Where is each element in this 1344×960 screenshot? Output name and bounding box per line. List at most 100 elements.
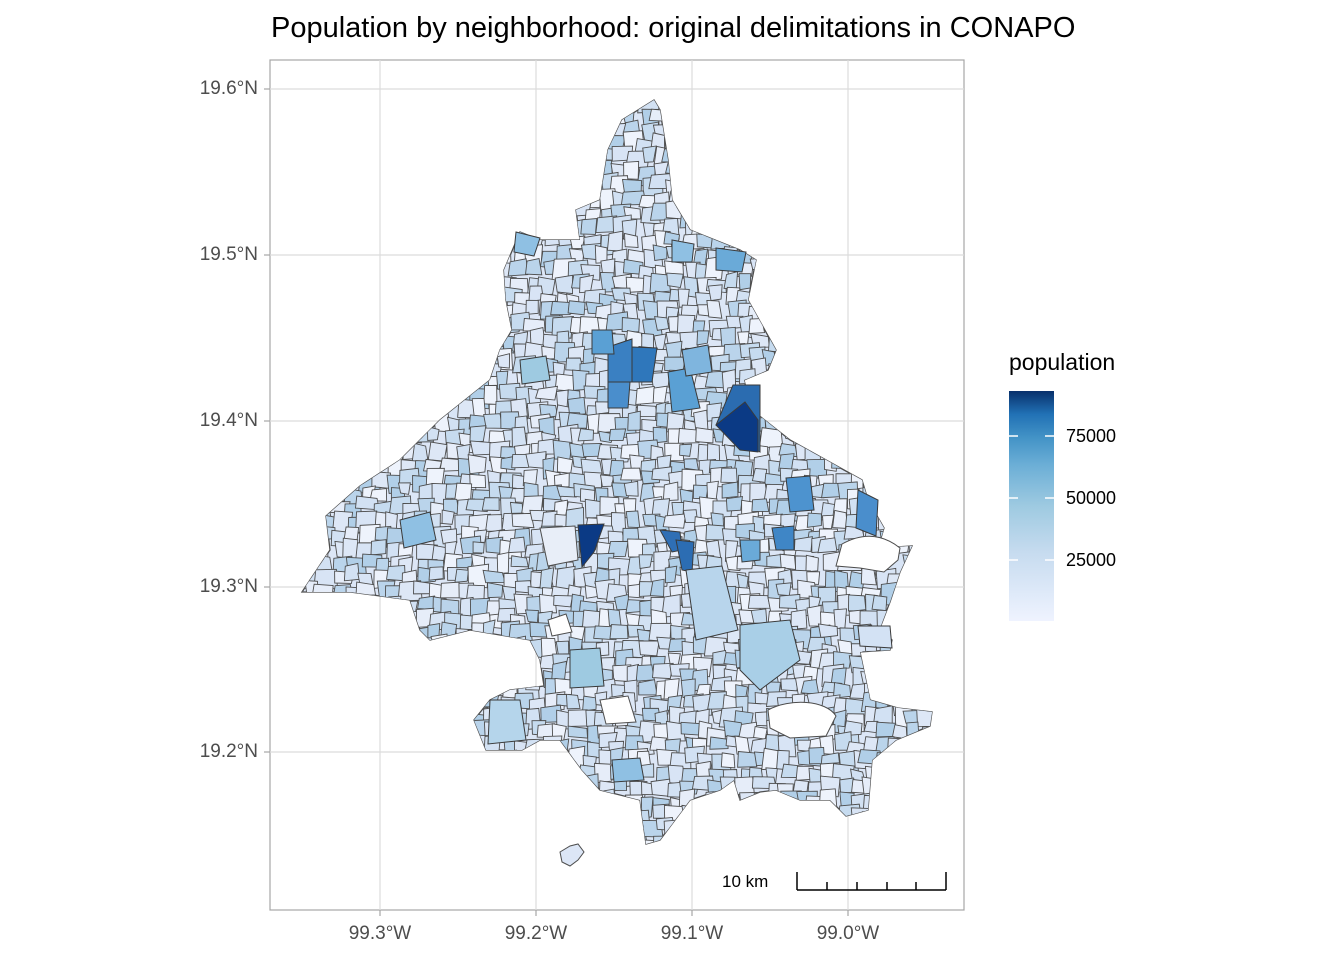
neighborhood-polygon[interactable]: [454, 568, 469, 583]
neighborhood-polygon[interactable]: [556, 456, 574, 474]
neighborhood-polygon[interactable]: [496, 353, 511, 369]
neighborhood-polygon[interactable]: [822, 514, 835, 530]
neighborhood-polygon[interactable]: [522, 317, 546, 332]
neighborhood-polygon[interactable]: [848, 594, 867, 612]
neighborhood-polygon[interactable]: [613, 594, 629, 611]
neighborhood-polygon[interactable]: [833, 651, 853, 669]
neighborhood-polygon[interactable]: [627, 410, 641, 431]
neighborhood-polygon[interactable]: [635, 664, 655, 682]
neighborhood-polygon[interactable]: [676, 314, 696, 335]
neighborhood-polygon[interactable]: [706, 299, 723, 319]
neighborhood-polygon[interactable]: [738, 273, 752, 291]
neighborhood-polygon[interactable]: [482, 569, 506, 584]
neighborhood-polygon[interactable]: [469, 425, 487, 444]
neighborhood-polygon[interactable]: [806, 604, 822, 627]
neighborhood-polygon[interactable]: [871, 594, 888, 612]
neighborhood-polygon[interactable]: [775, 582, 792, 597]
neighborhood-polygon[interactable]: [817, 623, 839, 639]
neighborhood-polygon[interactable]: [397, 482, 411, 495]
neighborhood-polygon[interactable]: [511, 512, 535, 529]
neighborhood-polygon[interactable]: [805, 554, 819, 573]
neighborhood-polygon[interactable]: [707, 284, 723, 302]
neighborhood-polygon[interactable]: [680, 721, 702, 736]
neighborhood-polygon[interactable]: [677, 427, 701, 444]
neighborhood-polygon[interactable]: [800, 679, 820, 695]
neighborhood-polygon[interactable]: [806, 512, 822, 528]
neighborhood-polygon[interactable]: [696, 330, 710, 346]
neighborhood-polygon[interactable]: [507, 258, 529, 277]
neighborhood-polygon[interactable]: [525, 258, 543, 276]
neighborhood-polygon[interactable]: [441, 509, 455, 525]
neighborhood-polygon[interactable]: [483, 384, 498, 406]
neighborhood-polygon[interactable]: [642, 145, 657, 163]
neighborhood-polygon[interactable]: [833, 608, 848, 630]
neighborhood-polygon[interactable]: [440, 581, 461, 599]
neighborhood-polygon[interactable]: [638, 554, 653, 569]
neighborhood-polygon[interactable]: [709, 736, 729, 750]
neighborhood-polygon[interactable]: [623, 232, 639, 248]
neighborhood-polygon[interactable]: [653, 333, 667, 352]
neighborhood-polygon[interactable]: [666, 272, 684, 289]
neighborhood-polygon[interactable]: [747, 594, 771, 609]
neighborhood-polygon[interactable]: [664, 565, 678, 584]
neighborhood-polygon[interactable]: [556, 485, 577, 498]
neighborhood-polygon[interactable]: [553, 472, 571, 488]
neighborhood-polygon[interactable]: [638, 640, 660, 657]
neighborhood-polygon[interactable]: [638, 679, 658, 696]
neighborhood-polygon[interactable]: [539, 593, 558, 614]
neighborhood-polygon[interactable]: [467, 454, 487, 475]
neighborhood-polygon[interactable]: [623, 480, 639, 497]
neighborhood-polygon[interactable]: [620, 467, 642, 481]
neighborhood-polygon[interactable]: [426, 426, 440, 441]
neighborhood-polygon[interactable]: [583, 471, 603, 489]
neighborhood-polygon[interactable]: [525, 299, 539, 315]
neighborhood-polygon[interactable]: [428, 566, 444, 581]
neighborhood-polygon[interactable]: [832, 509, 848, 529]
neighborhood-polygon[interactable]: [485, 514, 503, 532]
neighborhood-polygon[interactable]: [609, 624, 629, 640]
neighborhood-polygon[interactable]: [567, 725, 589, 739]
neighborhood-polygon[interactable]: [720, 752, 736, 769]
neighborhood-polygon[interactable]: [606, 230, 624, 252]
neighborhood-polygon[interactable]: [625, 510, 641, 529]
neighborhood-polygon[interactable]: [553, 594, 574, 608]
neighborhood-polygon[interactable]: [662, 513, 687, 529]
neighborhood-polygon[interactable]: [580, 218, 598, 235]
neighborhood-polygon[interactable]: [652, 244, 668, 262]
neighborhood-polygon[interactable]: [621, 317, 641, 333]
neighborhood-polygon[interactable]: [654, 316, 670, 331]
neighborhood-polygon[interactable]: [567, 300, 586, 316]
neighborhood-polygon[interactable]: [753, 726, 768, 740]
neighborhood-polygon[interactable]: [483, 413, 504, 429]
neighborhood-polygon[interactable]: [431, 544, 447, 562]
neighborhood-polygon[interactable]: [720, 467, 738, 484]
neighborhood-polygon[interactable]: [554, 274, 574, 295]
neighborhood-polygon[interactable]: [780, 678, 800, 692]
neighborhood-polygon[interactable]: [535, 385, 559, 401]
neighborhood-polygon[interactable]: [652, 662, 674, 680]
neighborhood-polygon[interactable]: [552, 439, 573, 460]
neighborhood-polygon[interactable]: [817, 537, 838, 554]
neighborhood-polygon[interactable]: [806, 571, 821, 585]
neighborhood-polygon[interactable]: [608, 428, 627, 442]
neighborhood-polygon[interactable]: [550, 300, 573, 316]
neighborhood-polygon[interactable]: [695, 427, 714, 444]
neighborhood-polygon[interactable]: [599, 474, 615, 488]
neighborhood-polygon[interactable]: [469, 440, 493, 456]
neighborhood-polygon[interactable]: [469, 473, 487, 489]
neighborhood-polygon[interactable]: [721, 481, 739, 499]
neighborhood-polygon[interactable]: [793, 536, 813, 552]
high-population-neighborhoods[interactable]: [399, 231, 893, 783]
neighborhood-polygon[interactable]: [582, 695, 598, 712]
neighborhood-polygon[interactable]: [481, 497, 500, 511]
neighborhood-polygon[interactable]: [343, 562, 360, 582]
neighborhood-polygon[interactable]: [751, 467, 768, 483]
neighborhood-polygon[interactable]: [567, 396, 587, 417]
neighborhood-polygon[interactable]: [496, 551, 510, 575]
neighborhood-polygon[interactable]: [554, 373, 575, 392]
neighborhood-polygon[interactable]: [683, 458, 700, 471]
neighborhood-polygon[interactable]: [472, 541, 485, 554]
neighborhood-polygon[interactable]: [508, 536, 526, 554]
neighborhood-polygon[interactable]: [751, 498, 770, 512]
